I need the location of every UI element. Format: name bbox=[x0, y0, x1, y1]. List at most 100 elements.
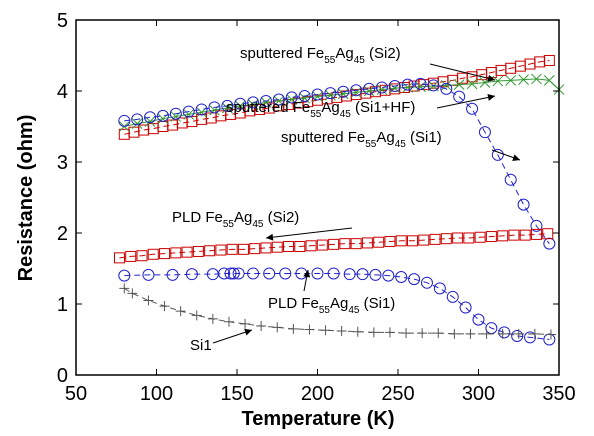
data-point bbox=[142, 268, 155, 281]
annotation-label: sputtered Fe55Ag45 (Si1+HF) bbox=[226, 99, 415, 120]
data-point bbox=[492, 75, 504, 87]
data-point bbox=[415, 81, 426, 93]
data-point bbox=[311, 88, 324, 101]
data-point bbox=[215, 244, 227, 256]
data-point bbox=[350, 84, 363, 97]
data-point bbox=[373, 236, 385, 248]
data-point bbox=[388, 80, 401, 93]
data-point bbox=[175, 306, 186, 317]
data-point bbox=[147, 248, 159, 260]
data-point bbox=[337, 85, 350, 98]
annotation-sub2: 45 bbox=[354, 55, 366, 66]
data-point bbox=[446, 290, 459, 303]
series-4 bbox=[113, 228, 554, 264]
data-point bbox=[406, 235, 418, 247]
series-line bbox=[119, 233, 548, 259]
data-point bbox=[361, 237, 373, 249]
data-point bbox=[316, 239, 328, 251]
data-point bbox=[453, 79, 465, 90]
annotation-post: (Si1) bbox=[359, 295, 395, 312]
data-point bbox=[427, 79, 440, 92]
x-tick-label: 300 bbox=[462, 383, 495, 405]
data-point bbox=[260, 242, 272, 254]
data-point bbox=[472, 313, 485, 326]
data-point bbox=[420, 276, 433, 289]
data-point bbox=[131, 118, 143, 130]
data-point bbox=[288, 323, 299, 334]
data-point bbox=[511, 329, 524, 342]
data-point bbox=[350, 238, 362, 250]
data-point bbox=[118, 269, 131, 282]
data-point bbox=[440, 79, 452, 91]
data-point bbox=[459, 301, 472, 314]
data-point bbox=[127, 288, 138, 299]
data-point bbox=[543, 237, 556, 250]
annotation-sub1: 55 bbox=[310, 109, 322, 120]
annotations: sputtered Fe55Ag45 (Si2)sputtered Fe55Ag… bbox=[172, 45, 521, 354]
data-point bbox=[545, 329, 556, 340]
arrow-head bbox=[487, 93, 495, 101]
data-point bbox=[491, 148, 504, 161]
annotation-pre: sputtered Fe bbox=[226, 99, 310, 116]
series-line bbox=[124, 272, 550, 340]
data-point bbox=[485, 231, 497, 243]
annotation-sub2: 45 bbox=[348, 305, 360, 316]
data-point bbox=[159, 248, 171, 260]
data-point bbox=[205, 112, 217, 124]
data-point bbox=[237, 243, 249, 255]
arrow-head bbox=[244, 328, 252, 336]
data-point bbox=[192, 245, 204, 257]
data-point bbox=[312, 91, 323, 103]
annotation-mid: Ag bbox=[330, 295, 348, 312]
annotation-label: PLD Fe55Ag45 (Si2) bbox=[172, 209, 299, 230]
data-point bbox=[195, 103, 208, 116]
data-point bbox=[272, 322, 283, 333]
data-point bbox=[384, 236, 396, 248]
data-point bbox=[395, 271, 408, 284]
data-point bbox=[247, 96, 260, 109]
data-point bbox=[350, 87, 362, 98]
annotation-post: (Si2) bbox=[365, 45, 401, 62]
data-point bbox=[384, 327, 395, 338]
annotation-mid: Ag bbox=[234, 209, 252, 226]
chart-marks bbox=[113, 54, 565, 346]
x-tick-label: 350 bbox=[542, 383, 575, 405]
annotation-label: PLD Fe55Ag45 (Si1) bbox=[268, 295, 395, 316]
data-point bbox=[481, 328, 492, 339]
data-point bbox=[466, 102, 479, 115]
annotation-sub1: 55 bbox=[324, 55, 336, 66]
annotation-pre: sputtered Fe bbox=[281, 129, 365, 146]
data-point bbox=[125, 250, 137, 262]
annotation-label: Si1 bbox=[190, 337, 212, 354]
data-point bbox=[185, 268, 198, 281]
data-point bbox=[478, 126, 491, 139]
data-point bbox=[143, 295, 154, 306]
data-point bbox=[170, 247, 182, 259]
data-point bbox=[417, 328, 428, 339]
data-point bbox=[169, 107, 182, 120]
data-point bbox=[227, 267, 240, 280]
annotation-arrow bbox=[265, 227, 353, 239]
data-point bbox=[182, 105, 195, 118]
series-3 bbox=[118, 77, 556, 250]
data-point bbox=[433, 328, 444, 339]
data-point bbox=[530, 228, 542, 240]
data-point bbox=[343, 268, 356, 281]
data-point bbox=[226, 243, 238, 255]
data-point bbox=[376, 84, 388, 95]
series-line bbox=[124, 59, 550, 135]
data-point bbox=[279, 267, 292, 280]
annotation-pre: Si1 bbox=[190, 337, 212, 354]
data-point bbox=[524, 331, 537, 344]
data-point bbox=[128, 126, 140, 138]
data-point bbox=[402, 82, 414, 93]
data-point bbox=[249, 243, 261, 255]
data-point bbox=[363, 82, 376, 95]
data-point bbox=[433, 282, 446, 295]
data-point bbox=[256, 321, 267, 332]
data-point bbox=[352, 326, 363, 337]
data-point bbox=[285, 91, 298, 104]
annotation-sub2: 45 bbox=[395, 139, 407, 150]
data-point bbox=[320, 325, 331, 336]
data-point bbox=[259, 94, 272, 107]
